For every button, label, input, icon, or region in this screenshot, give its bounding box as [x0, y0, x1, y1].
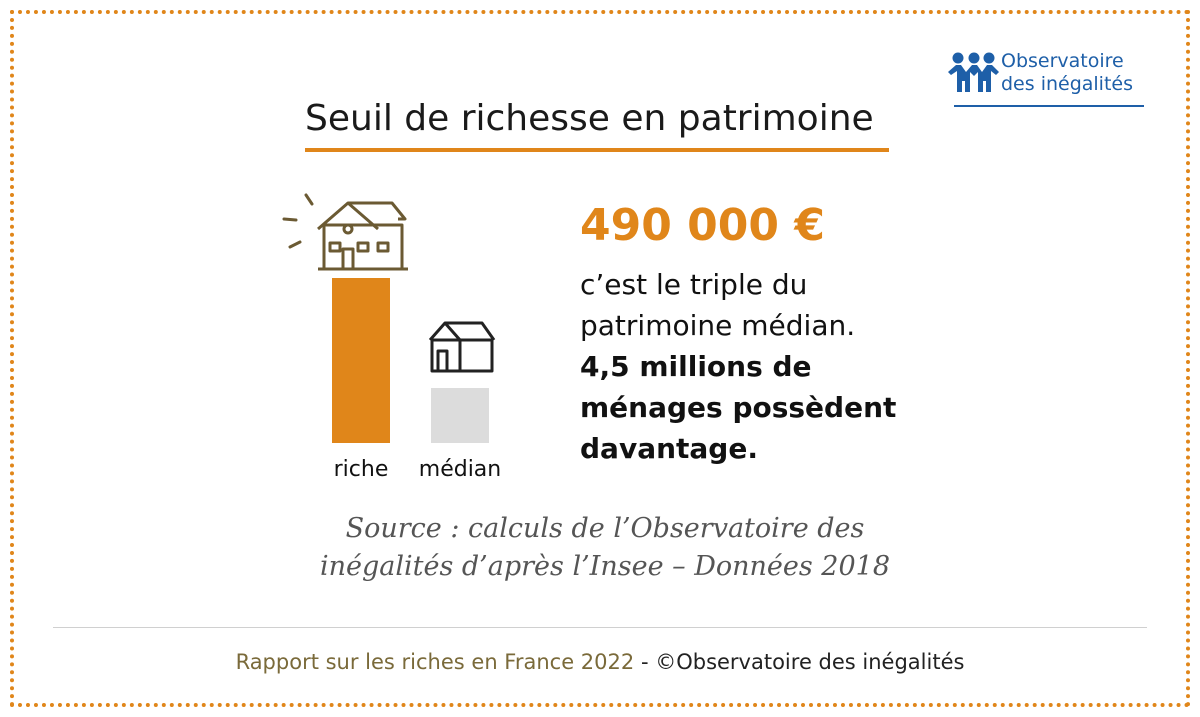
headline-bold-text: 4,5 millions de ménages possèdent davant…	[580, 350, 897, 465]
brand-name: Observatoire des inégalités	[1001, 50, 1133, 96]
headline-description: c’est le triple du patrimoine médian. 4,…	[580, 264, 910, 469]
footer-divider	[53, 627, 1147, 628]
footer-separator: -	[634, 650, 656, 674]
footer-report[interactable]: Rapport sur les riches en France 2022	[235, 650, 635, 674]
bar-riche	[332, 278, 390, 443]
brand-underline	[954, 105, 1144, 107]
bar-médian	[431, 388, 489, 443]
brand-name-line2: des inégalités	[1001, 73, 1133, 95]
headline-text: c’est le triple du patrimoine médian.	[580, 268, 856, 342]
page-title: Seuil de richesse en patrimoine	[305, 98, 874, 139]
title-underline	[305, 148, 889, 152]
footer-copyright: ©Observatoire des inégalités	[655, 650, 965, 674]
house-small-icon	[428, 321, 496, 373]
house-large-icon	[317, 201, 408, 271]
bar-chart: riche médian	[282, 193, 501, 482]
sparkle-icon	[282, 193, 314, 249]
bar-label-médian: médian	[419, 457, 501, 482]
dotted-frame	[10, 10, 1190, 707]
footer: Rapport sur les riches en France 2022 - …	[0, 650, 1200, 674]
headline-value: 490 000 €	[580, 200, 825, 251]
bar-label-riche: riche	[334, 457, 389, 482]
people-icon	[948, 52, 999, 92]
brand-logo[interactable]: Observatoire des inégalités	[946, 50, 1146, 110]
source-note: Source : calculs de l’Observatoire des i…	[319, 513, 891, 582]
brand-name-line1: Observatoire	[1001, 50, 1124, 72]
